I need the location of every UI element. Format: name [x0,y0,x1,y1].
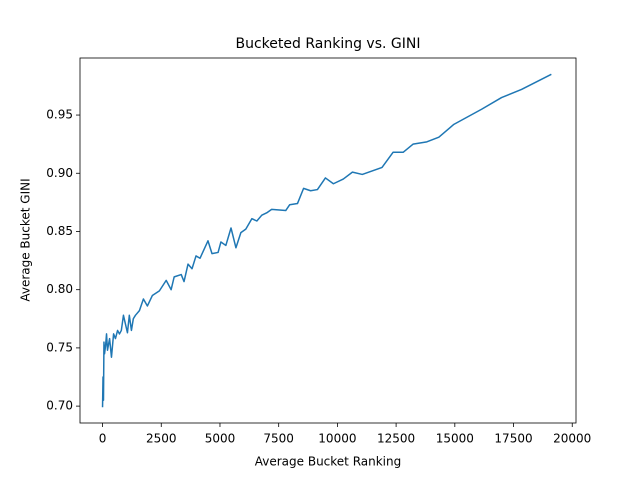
x-axis-label: Average Bucket Ranking [255,455,402,469]
x-tick-label: 0 [99,432,107,446]
x-tick-label: 20000 [553,432,591,446]
x-tick-label: 2500 [146,432,177,446]
x-tick-label: 15000 [436,432,474,446]
x-tick-label: 10000 [318,432,356,446]
x-tick-label: 7500 [263,432,294,446]
chart-title: Bucketed Ranking vs. GINI [236,36,421,52]
x-tick-label: 17500 [494,432,532,446]
x-tick-label: 12500 [377,432,415,446]
y-tick-label: 0.80 [46,282,73,296]
y-axis-label: Average Bucket GINI [19,178,33,301]
x-tick-label: 5000 [205,432,236,446]
data-line [101,73,552,408]
y-tick-label: 0.75 [46,340,73,354]
plot-frame [79,57,577,424]
y-tick-label: 0.70 [46,399,73,413]
y-tick-label: 0.95 [46,108,73,122]
y-tick-label: 0.85 [46,224,73,238]
y-tick-label: 0.90 [46,166,73,180]
